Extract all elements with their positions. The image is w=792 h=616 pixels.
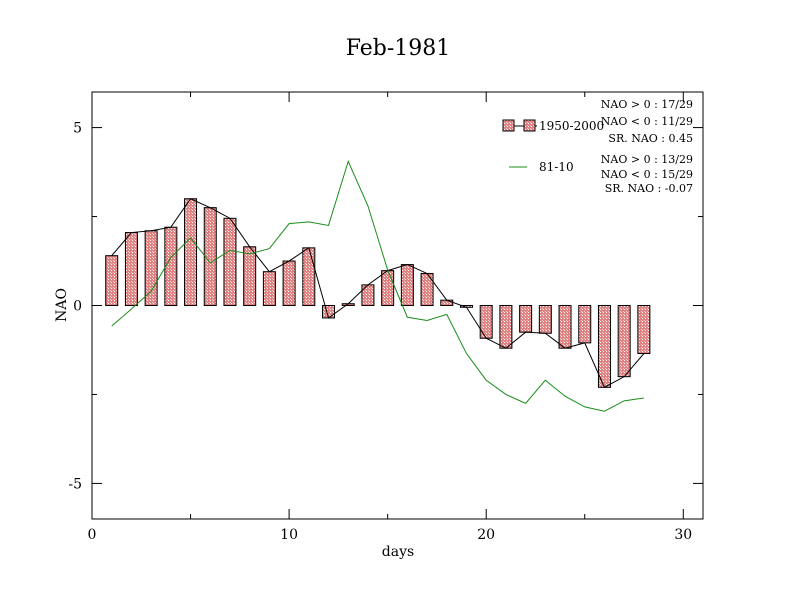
bar-day-9	[262, 271, 276, 306]
bar-day-24	[558, 305, 572, 349]
bar-day-23	[538, 305, 552, 334]
bar-day-18	[440, 299, 454, 307]
bar-day-1	[105, 255, 119, 306]
stat-bars-negative: NAO < 0 : 11/29	[601, 115, 693, 128]
x-tick-label: 10	[280, 527, 298, 543]
stat-line-negative: NAO < 0 : 15/29	[601, 168, 693, 181]
bar-day-10	[282, 260, 296, 307]
line-series	[111, 159, 645, 412]
bar-day-7	[223, 217, 237, 306]
y-tick-label: -5	[68, 476, 82, 492]
bar-day-20	[479, 305, 493, 339]
chart-title: Feb-1981	[346, 36, 451, 61]
stat-line-positive: NAO > 0 : 13/29	[601, 153, 693, 166]
y-axis-label: NAO	[54, 288, 70, 322]
line-1950-2000	[111, 198, 645, 389]
line-81-10	[111, 159, 644, 412]
bar-day-22	[519, 305, 533, 333]
legend: 1950-2000 81-10 NAO > 0 : 17/29 NAO < 0 …	[502, 98, 693, 195]
stat-line-sr: SR. NAO : -0.07	[605, 182, 693, 195]
bar-day-3	[144, 230, 158, 306]
stat-bars-positive: NAO > 0 : 17/29	[601, 98, 693, 111]
legend-label-1950-2000: 1950-2000	[539, 119, 604, 133]
x-axis-label: days	[382, 544, 414, 560]
bar-day-17	[420, 272, 434, 307]
bar-day-5	[184, 198, 198, 306]
bar-day-11	[302, 247, 316, 306]
legend-bar-swatch-right	[523, 119, 536, 132]
bar-series	[105, 198, 651, 388]
bar-day-8	[243, 246, 257, 307]
legend-bar-swatch-left	[502, 119, 515, 132]
stat-bars-sr: SR. NAO : 0.45	[608, 132, 693, 145]
x-tick-label: 0	[88, 527, 97, 543]
bar-day-28	[637, 305, 651, 355]
axis-ticks: 0 10 20 30 5 0 -5	[68, 92, 703, 543]
bar-day-6	[203, 207, 217, 306]
bar-day-2	[124, 232, 138, 306]
y-tick-label: 5	[73, 121, 82, 137]
legend-label-81-10: 81-10	[539, 160, 574, 174]
x-tick-label: 20	[477, 527, 495, 543]
y-tick-label: 0	[73, 299, 82, 315]
bar-day-25	[578, 305, 592, 344]
bar-day-15	[381, 270, 395, 306]
bar-day-4	[164, 226, 178, 306]
bar-day-26	[597, 305, 611, 388]
bar-day-14	[361, 284, 375, 306]
bar-day-21	[499, 305, 513, 349]
bar-day-27	[617, 305, 631, 378]
bar-day-16	[400, 264, 414, 306]
x-tick-label: 30	[674, 527, 692, 543]
bar-day-12	[322, 305, 336, 319]
